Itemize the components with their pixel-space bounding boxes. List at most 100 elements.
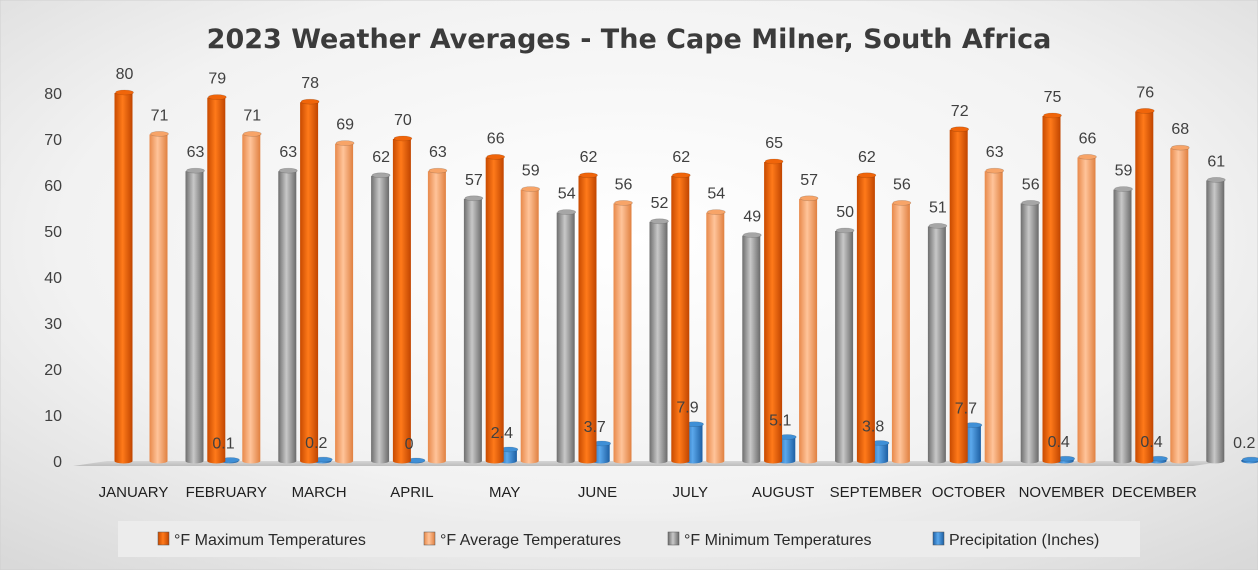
bar-body [300, 102, 319, 461]
bar-average-temperatures-april [427, 167, 448, 464]
bar-top [115, 89, 134, 96]
bar-base [706, 458, 725, 464]
bar-body [242, 134, 261, 461]
data-label: 75 [1044, 89, 1062, 106]
bar-maximum-temperatures-january [114, 89, 134, 464]
data-label: 62 [672, 149, 690, 166]
bar-base [835, 458, 854, 464]
bar-body [427, 171, 446, 461]
bar-top [1207, 177, 1226, 183]
bar-average-temperatures-november [1077, 154, 1097, 464]
legend: °F Maximum Temperatures °F Average Temper… [157, 531, 1099, 549]
data-label: 66 [487, 130, 505, 147]
bar-base [649, 458, 668, 464]
bar-body [498, 450, 517, 461]
bar-top [1242, 456, 1258, 463]
bar-minimum-temperatures-march [371, 172, 391, 464]
bar-average-temperatures-october [984, 167, 1005, 464]
bar-maximum-temperatures-march [300, 98, 320, 464]
bar-base [1042, 458, 1061, 464]
bar-top [1171, 144, 1190, 151]
legend-swatch [423, 531, 436, 546]
bar-top [579, 172, 598, 179]
data-label: 3.7 [584, 419, 606, 436]
bar-top [1078, 154, 1097, 160]
bar-top [393, 135, 413, 142]
bar-average-temperatures-january [149, 131, 169, 464]
bar-body [706, 212, 725, 461]
bar-body [463, 198, 482, 462]
bar-base [114, 458, 133, 464]
data-label: 62 [580, 149, 598, 166]
bar-body [671, 175, 690, 462]
bar-maximum-temperatures-july [671, 172, 691, 464]
bar-minimum-temperatures-april [463, 195, 484, 464]
bar-body [371, 175, 390, 462]
bar-body [335, 143, 354, 461]
data-label: 50 [836, 204, 854, 221]
data-label: 63 [986, 144, 1004, 161]
data-label: 49 [743, 209, 761, 226]
x-tick-label: JULY [673, 484, 709, 501]
bar-body [1042, 116, 1061, 461]
bar-body [520, 189, 539, 461]
bar-base [520, 458, 539, 464]
bar-base [392, 458, 411, 464]
bar-body [392, 139, 411, 461]
data-label: 61 [1207, 153, 1225, 170]
bar-top [521, 186, 541, 192]
data-label: 68 [1171, 121, 1189, 138]
bar-top [300, 98, 320, 105]
bar-average-temperatures-february [242, 131, 262, 464]
bar-base [556, 458, 575, 464]
y-tick-label: 20 [44, 362, 62, 379]
x-tick-label: NOVEMBER [1019, 484, 1105, 501]
y-tick-label: 40 [44, 270, 62, 287]
bar-maximum-temperatures-december [1135, 108, 1155, 464]
bar-minimum-temperatures-october [1020, 200, 1040, 464]
bar-top [928, 223, 948, 229]
bar-base [278, 458, 297, 464]
data-label: 71 [151, 107, 169, 124]
data-label: 69 [336, 117, 354, 134]
bar-average-temperatures-march [335, 140, 355, 464]
bar-maximum-temperatures-february [207, 94, 227, 464]
legend-swatch [932, 531, 945, 546]
legend-label: Precipitation (Inches) [949, 532, 1099, 549]
y-tick-label: 70 [44, 132, 62, 149]
y-tick-label: 80 [44, 86, 62, 103]
data-label: 54 [558, 186, 576, 203]
data-label: 80 [116, 66, 134, 83]
bar-maximum-temperatures-october [949, 126, 970, 464]
bar-top [557, 209, 577, 215]
data-label: 2.4 [491, 425, 513, 442]
data-label: 0.1 [212, 436, 234, 453]
x-tick-label: JUNE [578, 484, 617, 501]
bar-base [742, 458, 761, 464]
bar-top [1136, 108, 1155, 114]
bar-body [742, 235, 761, 461]
bar-base [927, 458, 946, 464]
data-label: 63 [279, 144, 297, 161]
bar-top [950, 126, 970, 133]
legend-label: °F Maximum Temperatures [174, 532, 366, 549]
bar-top [857, 172, 877, 179]
bar-minimum-temperatures-june [649, 218, 669, 464]
y-tick-label: 30 [44, 316, 62, 333]
bar-top [1043, 112, 1062, 119]
bar-body [1020, 203, 1039, 461]
bar-top [464, 195, 484, 202]
bar-body [485, 157, 504, 461]
data-label: 56 [1022, 176, 1040, 193]
data-label: 56 [615, 176, 633, 193]
bar-top [706, 209, 726, 215]
bar-body [278, 171, 297, 461]
bar-average-temperatures-august [799, 195, 819, 464]
bar-body [207, 97, 226, 461]
bar-base [1206, 458, 1225, 464]
bar-body [1206, 180, 1225, 461]
legend-item-maximum-temperatures: °F Maximum Temperatures [157, 531, 366, 549]
bar-body [799, 198, 818, 462]
